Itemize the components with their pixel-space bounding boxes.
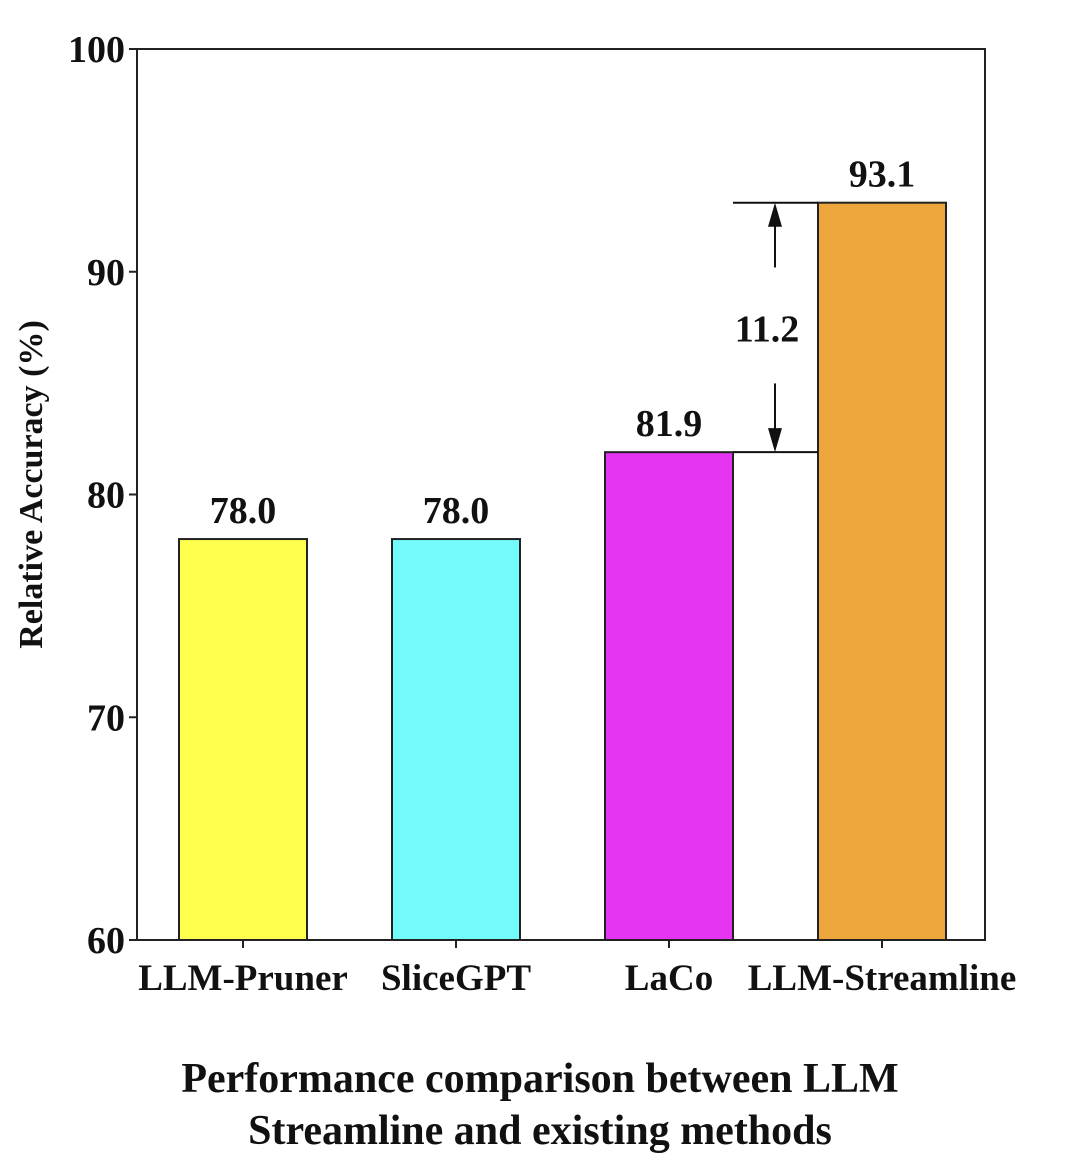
plot-frame: [136, 48, 986, 941]
caption-line-2: Streamline and existing methods: [248, 1108, 832, 1154]
chart-svg: 100 90 80 70 60 78.0 78.0 81.9 93.1 11.2 LLM-Pr…: [13, 29, 1016, 999]
y-tick-label: 90: [87, 252, 125, 294]
y-axis-label: Relative Accuracy (%): [13, 320, 50, 649]
x-tick-label: SliceGPT: [381, 958, 531, 999]
x-tick-label: LLM-Streamline: [748, 958, 1017, 999]
x-tick-label: LaCo: [625, 958, 713, 999]
bar-llm-pruner: [178, 538, 308, 941]
bar-laco: [604, 451, 734, 941]
bar-llm-streamline: [817, 201, 947, 941]
bar-value-label: 81.9: [636, 403, 703, 445]
bar-slicegpt: [391, 538, 521, 941]
caption-line-1: Performance comparison between LLM: [181, 1056, 899, 1102]
y-tick-label: 70: [87, 697, 125, 739]
bar-value-label: 93.1: [849, 154, 916, 196]
y-axis: 100 90 80 70 60: [68, 29, 137, 962]
arrow-up-head: [768, 202, 782, 227]
bars: [178, 201, 947, 941]
value-labels: 78.0 78.0 81.9 93.1: [210, 154, 916, 532]
annotation-label: 11.2: [735, 308, 799, 350]
y-tick-label: 60: [87, 920, 125, 962]
bar-value-label: 78.0: [210, 490, 277, 532]
bar-value-label: 78.0: [423, 490, 490, 532]
y-tick-label: 100: [68, 29, 125, 71]
arrow-down-head: [768, 428, 782, 453]
y-tick-label: 80: [87, 475, 125, 517]
difference-annotation: 11.2: [733, 201, 818, 454]
x-axis: LLM-Pruner SliceGPT LaCo LLM-Streamline: [138, 940, 1016, 999]
x-tick-label: LLM-Pruner: [138, 958, 348, 999]
